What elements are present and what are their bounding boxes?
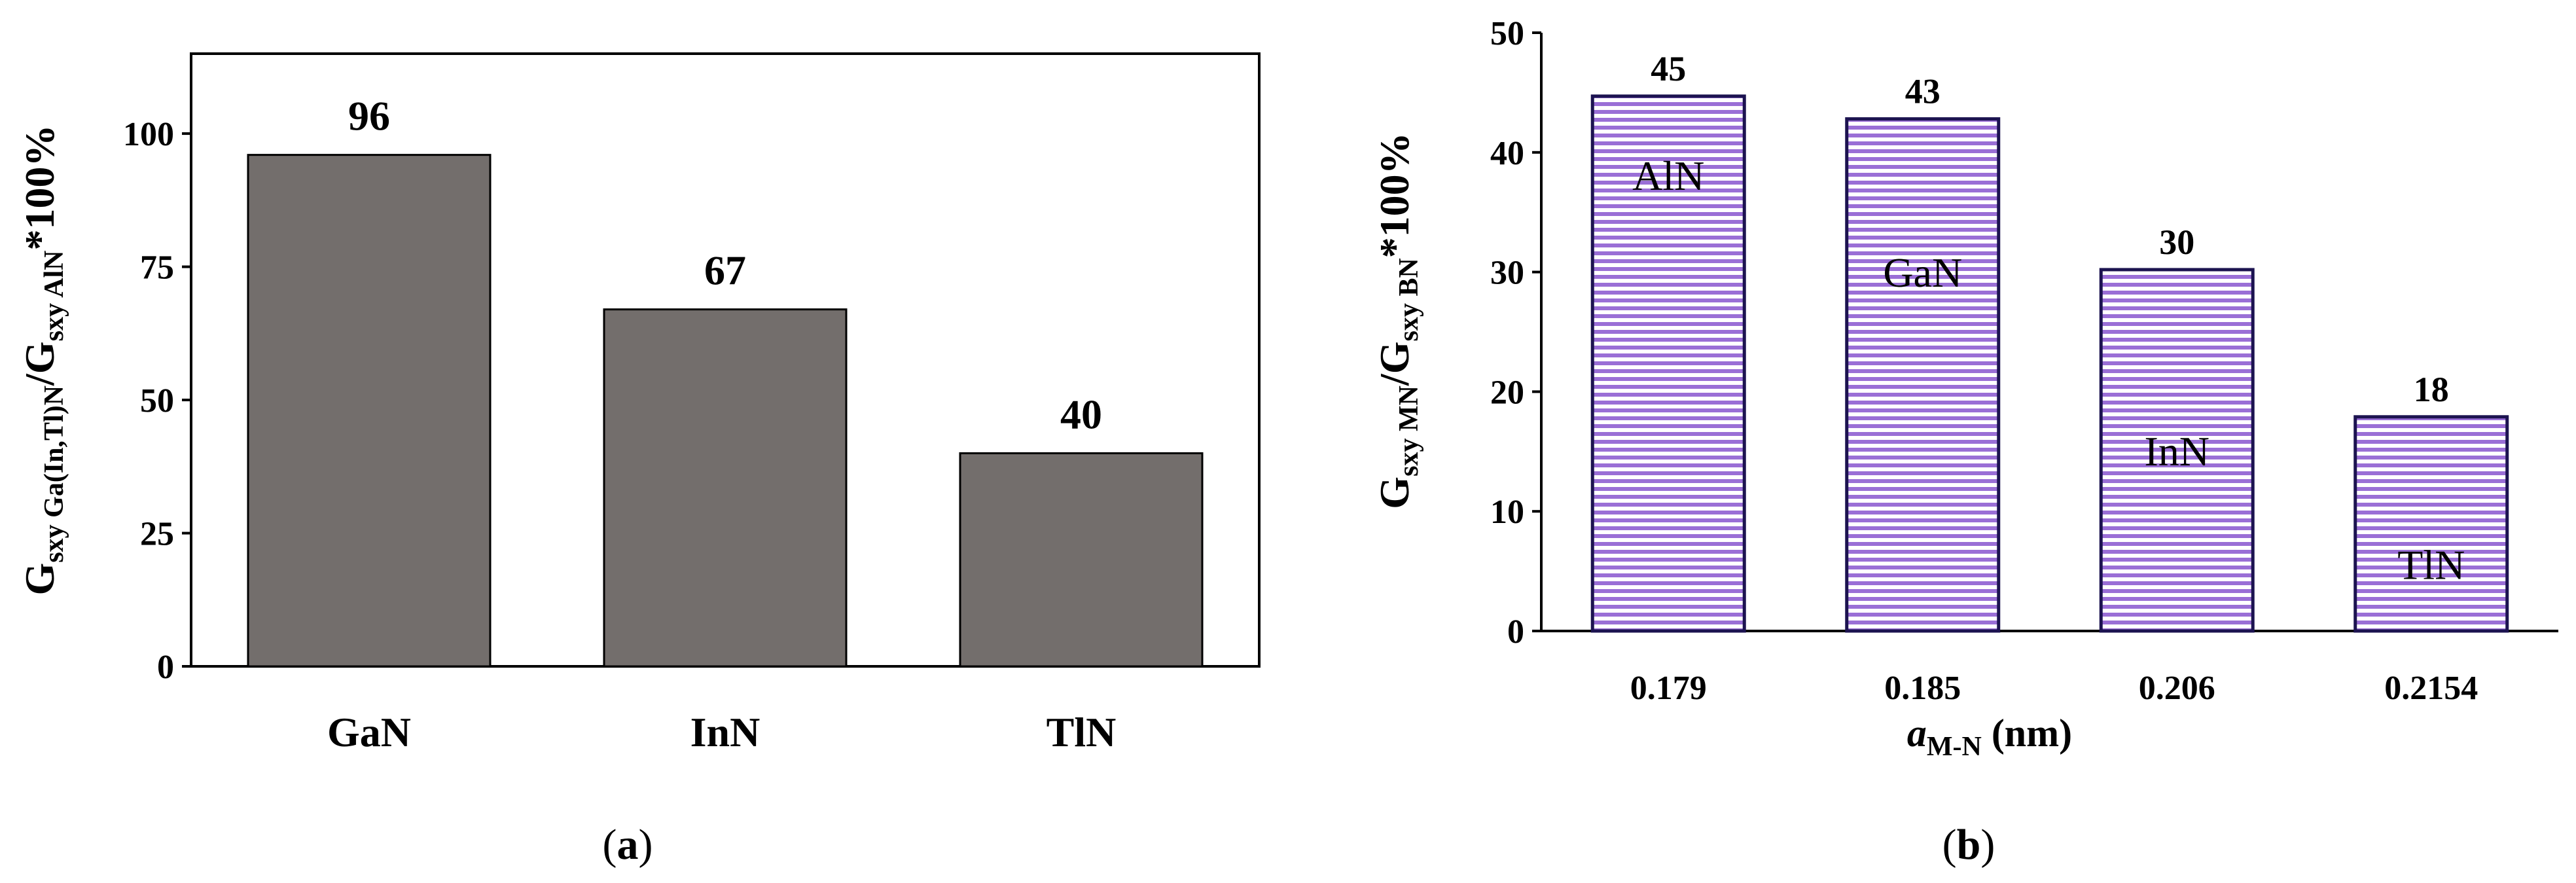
bar-label-b: InN — [2144, 428, 2209, 475]
bar-label-b: AlN — [1632, 153, 1704, 199]
bar-label-b: TlN — [2397, 542, 2465, 588]
bar-aln — [1590, 94, 1746, 633]
y-tick-label-a: 75 — [140, 249, 174, 287]
bar-tln — [2353, 415, 2509, 633]
data-label-a: 96 — [348, 93, 390, 139]
bars-b — [1590, 94, 2509, 633]
data-label-b: 43 — [1905, 72, 1941, 111]
data-label-b: 18 — [2414, 370, 2449, 409]
x-tick-label-b: 0.185 — [1884, 670, 1961, 707]
y-axis-ticks-b: 0 10 20 30 40 50 — [1490, 15, 1541, 651]
x-tick-label-a: GaN — [327, 709, 411, 755]
bar-labels-b: AlN GaN InN TlN — [1632, 153, 2465, 588]
data-label-a: 40 — [1060, 391, 1102, 437]
caption-a: (a) — [603, 821, 653, 869]
y-tick-label-b: 20 — [1490, 374, 1524, 411]
x-tick-labels-a: GaN InN TlN — [327, 709, 1116, 755]
y-tick-label-b: 40 — [1490, 135, 1524, 172]
y-tick-label-a: 100 — [123, 116, 174, 153]
y-tick-label-a: 0 — [157, 649, 174, 686]
data-labels-b: 45 43 30 18 — [1651, 49, 2449, 409]
data-label-b: 30 — [2159, 223, 2194, 262]
y-tick-label-a: 25 — [140, 516, 174, 553]
y-tick-label-b: 0 — [1507, 613, 1524, 651]
x-axis-label-b: aM-N (nm) — [1907, 712, 2072, 762]
bars-a — [247, 154, 1204, 668]
caption-b: (b) — [1942, 821, 1995, 869]
x-tick-label-b: 0.206 — [2139, 670, 2215, 707]
data-label-a: 67 — [704, 247, 746, 294]
y-tick-label-b: 30 — [1490, 255, 1524, 292]
data-label-b: 45 — [1651, 49, 1686, 88]
bar-tln — [959, 452, 1204, 668]
x-tick-labels-b: 0.179 0.185 0.206 0.2154 — [1630, 670, 2478, 707]
bar-label-b: GaN — [1883, 249, 1962, 296]
bar-inn — [2099, 268, 2255, 633]
y-tick-label-a: 50 — [140, 382, 174, 420]
chart-a: 0 25 50 75 100 96 67 40 GaN InN TlN Gsxy Ga(In,T… — [16, 52, 1261, 869]
x-tick-label-b: 0.179 — [1630, 670, 1707, 707]
y-axis-ticks-a: 0 25 50 75 100 — [123, 116, 191, 686]
bar-gan — [1845, 117, 2001, 633]
x-tick-label-a: InN — [690, 709, 760, 755]
x-tick-label-a: TlN — [1046, 709, 1117, 755]
data-labels-a: 96 67 40 — [348, 93, 1102, 438]
y-axis-label-a: Gsxy Ga(In,Tl)N/Gsxy AlN*100% — [16, 125, 69, 596]
y-tick-label-b: 10 — [1490, 494, 1524, 531]
y-axis-label-b: Gsxy MN/Gsxy BN*100% — [1371, 132, 1424, 509]
y-tick-label-b: 50 — [1490, 15, 1524, 52]
bar-inn — [603, 308, 848, 668]
x-tick-label-b: 0.2154 — [2384, 670, 2478, 707]
bar-gan — [247, 154, 492, 668]
